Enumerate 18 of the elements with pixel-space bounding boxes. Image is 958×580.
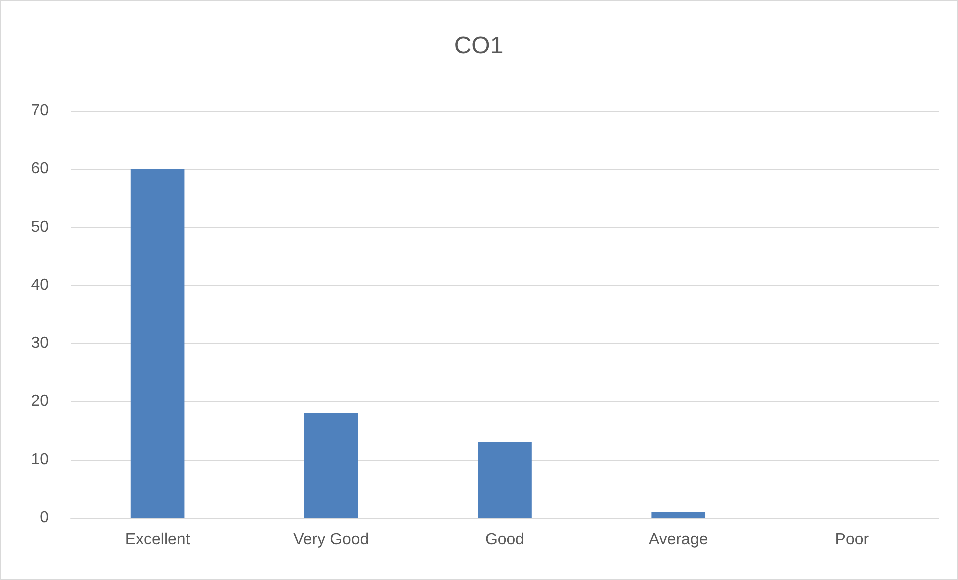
x-tick-label: Good [485, 532, 525, 548]
y-tick-label: 40 [31, 276, 50, 294]
bar [478, 442, 532, 518]
x-tick-label: Very Good [294, 532, 370, 548]
y-tick-label: 60 [31, 160, 50, 178]
bar [304, 413, 358, 518]
y-tick-label: 0 [40, 510, 50, 526]
bar [652, 512, 706, 518]
y-tick-label: 20 [31, 393, 50, 410]
y-tick-label: 70 [31, 102, 50, 120]
x-tick-label: Poor [835, 532, 870, 548]
y-tick-label: 30 [31, 335, 50, 352]
x-tick-label: Average [648, 532, 708, 548]
bar [130, 169, 185, 518]
y-tick-label: 10 [31, 451, 50, 468]
x-tick-label: Excellent [125, 532, 191, 548]
chart-title: CO1 [454, 32, 504, 60]
y-tick-label: 50 [31, 218, 50, 236]
